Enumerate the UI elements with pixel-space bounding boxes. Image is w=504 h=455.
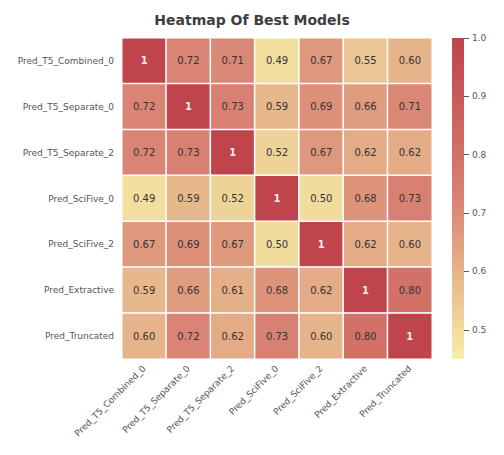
svg-text:0.50: 0.50 [310, 193, 332, 204]
svg-text:0.67: 0.67 [310, 55, 332, 66]
svg-text:0.50: 0.50 [266, 239, 288, 250]
svg-text:0.59: 0.59 [133, 285, 155, 296]
svg-text:0.55: 0.55 [354, 55, 376, 66]
svg-text:0.80: 0.80 [354, 331, 376, 342]
svg-text:Pred_SciFive_2: Pred_SciFive_2 [271, 363, 325, 417]
svg-text:Pred_SciFive_0: Pred_SciFive_0 [48, 194, 114, 204]
svg-text:0.52: 0.52 [222, 193, 244, 204]
svg-text:Pred_T5_Separate_0: Pred_T5_Separate_0 [23, 102, 115, 112]
svg-text:Pred_SciFive_0: Pred_SciFive_0 [227, 363, 281, 417]
svg-text:Pred_SciFive_2: Pred_SciFive_2 [48, 239, 114, 249]
svg-text:0.62: 0.62 [399, 147, 421, 158]
svg-text:0.60: 0.60 [399, 55, 421, 66]
svg-text:Pred_Truncated: Pred_Truncated [358, 363, 414, 419]
svg-text:0.68: 0.68 [266, 285, 288, 296]
svg-text:0.67: 0.67 [133, 239, 155, 250]
svg-text:1.0: 1.0 [472, 33, 487, 43]
svg-text:0.62: 0.62 [354, 239, 376, 250]
svg-text:0.66: 0.66 [177, 285, 199, 296]
svg-text:0.5: 0.5 [472, 325, 486, 335]
svg-text:0.61: 0.61 [222, 285, 244, 296]
svg-text:0.72: 0.72 [177, 55, 199, 66]
svg-text:0.72: 0.72 [177, 331, 199, 342]
svg-text:0.6: 0.6 [472, 266, 487, 276]
svg-text:1: 1 [406, 331, 413, 342]
svg-text:0.8: 0.8 [472, 150, 487, 160]
svg-text:0.49: 0.49 [266, 55, 288, 66]
svg-text:0.62: 0.62 [310, 285, 332, 296]
svg-text:0.60: 0.60 [133, 331, 155, 342]
svg-text:0.68: 0.68 [354, 193, 376, 204]
svg-text:0.62: 0.62 [222, 331, 244, 342]
svg-text:0.71: 0.71 [399, 101, 421, 112]
svg-text:Pred_Extractive: Pred_Extractive [312, 363, 370, 420]
svg-text:Pred_Truncated: Pred_Truncated [45, 331, 114, 341]
svg-text:0.73: 0.73 [399, 193, 421, 204]
svg-text:0.7: 0.7 [472, 208, 486, 218]
svg-text:1: 1 [318, 239, 325, 250]
svg-text:Heatmap Of Best Models: Heatmap Of Best Models [154, 12, 349, 28]
svg-text:Pred_T5_Separate_0: Pred_T5_Separate_0 [120, 363, 192, 435]
svg-text:0.60: 0.60 [399, 239, 421, 250]
svg-text:1: 1 [274, 193, 281, 204]
svg-text:1: 1 [229, 147, 236, 158]
svg-text:0.73: 0.73 [266, 331, 288, 342]
svg-text:0.59: 0.59 [266, 101, 288, 112]
svg-text:Pred_T5_Separate_2: Pred_T5_Separate_2 [23, 148, 114, 158]
svg-text:0.62: 0.62 [354, 147, 376, 158]
svg-text:Pred_T5_Combined_0: Pred_T5_Combined_0 [18, 56, 114, 66]
svg-text:0.9: 0.9 [472, 91, 487, 101]
svg-text:0.60: 0.60 [310, 331, 332, 342]
svg-text:0.67: 0.67 [222, 239, 244, 250]
svg-text:0.72: 0.72 [133, 147, 155, 158]
svg-text:0.67: 0.67 [310, 147, 332, 158]
svg-text:0.49: 0.49 [133, 193, 155, 204]
svg-text:0.73: 0.73 [177, 147, 199, 158]
svg-text:0.73: 0.73 [222, 101, 244, 112]
svg-text:0.66: 0.66 [354, 101, 376, 112]
svg-text:0.72: 0.72 [133, 101, 155, 112]
svg-text:0.71: 0.71 [222, 55, 244, 66]
svg-text:0.69: 0.69 [310, 101, 332, 112]
svg-text:Pred_T5_Separate_2: Pred_T5_Separate_2 [165, 363, 236, 434]
svg-text:Pred_Extractive: Pred_Extractive [44, 285, 115, 295]
svg-text:0.69: 0.69 [177, 239, 199, 250]
svg-text:0.52: 0.52 [266, 147, 288, 158]
svg-text:0.59: 0.59 [177, 193, 199, 204]
svg-text:1: 1 [185, 101, 192, 112]
svg-text:Pred_T5_Combined_0: Pred_T5_Combined_0 [73, 363, 148, 438]
svg-text:1: 1 [362, 285, 369, 296]
svg-text:1: 1 [141, 55, 148, 66]
svg-text:0.80: 0.80 [399, 285, 421, 296]
